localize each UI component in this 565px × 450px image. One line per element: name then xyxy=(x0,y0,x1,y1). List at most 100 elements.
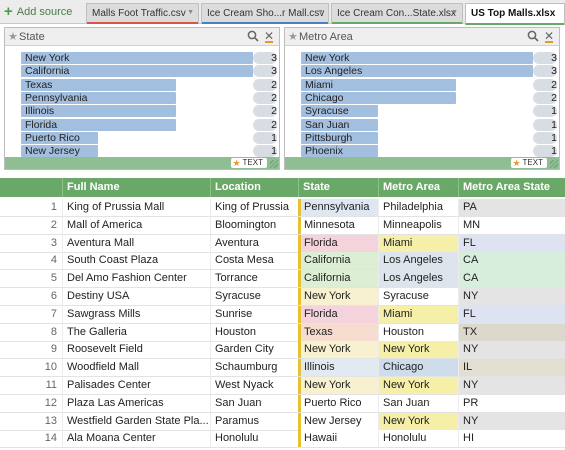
cell-location[interactable]: West Nyack xyxy=(210,377,298,394)
filter-value-item[interactable]: New York 3 xyxy=(21,52,279,65)
search-icon[interactable] xyxy=(247,30,259,42)
cell-state[interactable]: Illinois xyxy=(298,359,378,377)
table-row[interactable]: 6 Destiny USA Syracuse New York Syracuse NY xyxy=(0,288,565,306)
tab-ice-cream-consumption[interactable]: Ice Cream Con...State.xlsx ▼ xyxy=(331,3,463,24)
cell-location[interactable]: King of Prussia xyxy=(210,199,298,216)
cell-location[interactable]: Schaumburg xyxy=(210,359,298,377)
cell-metro-area-state[interactable]: NY xyxy=(458,412,565,430)
filter-value-item[interactable]: Los Angeles 3 xyxy=(301,65,559,78)
cell-state[interactable]: Florida xyxy=(298,234,378,252)
filter-value-item[interactable]: Puerto Rico 1 xyxy=(21,131,279,145)
cell-metro-area-state[interactable]: NY xyxy=(458,377,565,394)
table-row[interactable]: 14 Ala Moana Center Honolulu Hawaii Honolulu… xyxy=(0,430,565,449)
table-row[interactable]: 7 Sawgrass Mills Sunrise Florida Miami FL xyxy=(0,305,565,324)
cell-location[interactable]: Paramus xyxy=(210,412,298,430)
cell-metro-area-state[interactable]: IL xyxy=(458,359,565,377)
cell-full-name[interactable]: South Coast Plaza xyxy=(62,252,210,270)
filter-value-item[interactable]: New York 3 xyxy=(301,52,559,65)
cell-location[interactable]: Costa Mesa xyxy=(210,252,298,270)
column-header-full-name[interactable]: Full Name xyxy=(62,178,210,197)
cell-location[interactable]: Torrance xyxy=(210,270,298,288)
table-row[interactable]: 12 Plaza Las Americas San Juan Puerto Rico S… xyxy=(0,394,565,413)
cell-full-name[interactable]: Plaza Las Americas xyxy=(62,394,210,412)
star-icon[interactable]: ★ xyxy=(8,31,18,43)
cell-state[interactable]: New York xyxy=(298,377,378,394)
filter-value-item[interactable]: Florida 2 xyxy=(21,118,279,132)
add-source-button[interactable]: + Add source xyxy=(4,3,84,21)
cell-metro-area-state[interactable]: TX xyxy=(458,323,565,341)
cell-metro-area-state[interactable]: NY xyxy=(458,288,565,305)
cell-metro-area[interactable]: New York xyxy=(378,377,458,394)
tab-menu-caret-icon[interactable]: ▼ xyxy=(317,9,324,16)
cell-metro-area[interactable]: New York xyxy=(378,412,458,430)
text-type-button[interactable]: ★ TEXT xyxy=(230,158,267,168)
table-row[interactable]: 3 Aventura Mall Aventura Florida Miami FL xyxy=(0,234,565,253)
close-icon[interactable]: ✕ xyxy=(263,29,274,43)
table-row[interactable]: 8 The Galleria Houston Texas Houston TX xyxy=(0,323,565,342)
cell-location[interactable]: Garden City xyxy=(210,341,298,359)
sort-icon[interactable] xyxy=(545,41,553,45)
cell-full-name[interactable]: Del Amo Fashion Center xyxy=(62,270,210,288)
cell-state[interactable]: Florida xyxy=(298,305,378,323)
cell-metro-area-state[interactable]: CA xyxy=(458,270,565,288)
cell-location[interactable]: Aventura xyxy=(210,234,298,252)
filter-value-item[interactable]: Pennsylvania 2 xyxy=(21,91,279,105)
filter-value-item[interactable]: Chicago 2 xyxy=(301,91,559,105)
cell-state[interactable]: Pennsylvania xyxy=(298,199,378,216)
cell-metro-area-state[interactable]: CA xyxy=(458,252,565,270)
cell-metro-area[interactable]: Philadelphia xyxy=(378,199,458,216)
cell-state[interactable]: California xyxy=(298,252,378,270)
cell-full-name[interactable]: Westfield Garden State Pla... xyxy=(62,412,210,430)
table-row[interactable]: 4 South Coast Plaza Costa Mesa California Lo… xyxy=(0,252,565,271)
cell-metro-area[interactable]: Minneapolis xyxy=(378,216,458,234)
table-row[interactable]: 11 Palisades Center West Nyack New York New … xyxy=(0,377,565,395)
filter-value-item[interactable]: Syracuse 1 xyxy=(301,105,559,118)
column-header-location[interactable]: Location xyxy=(210,178,298,197)
cell-state[interactable]: California xyxy=(298,270,378,288)
filter-value-item[interactable]: New Jersey 1 xyxy=(21,145,279,158)
cell-full-name[interactable]: Destiny USA xyxy=(62,288,210,305)
cell-metro-area[interactable]: Miami xyxy=(378,234,458,252)
cell-state[interactable]: New York xyxy=(298,341,378,359)
filter-value-item[interactable]: San Juan 1 xyxy=(301,118,559,132)
table-row[interactable]: 10 Woodfield Mall Schaumburg Illinois Chicag… xyxy=(0,359,565,378)
cell-location[interactable]: Bloomington xyxy=(210,216,298,234)
table-row[interactable]: 5 Del Amo Fashion Center Torrance Californi… xyxy=(0,270,565,289)
cell-state[interactable]: Hawaii xyxy=(298,430,378,448)
cell-full-name[interactable]: Aventura Mall xyxy=(62,234,210,252)
cell-metro-area[interactable]: Syracuse xyxy=(378,288,458,305)
tab-menu-caret-icon[interactable]: ▼ xyxy=(187,9,194,16)
cell-metro-area[interactable]: Los Angeles xyxy=(378,270,458,288)
sort-icon[interactable] xyxy=(265,41,273,45)
filter-value-item[interactable]: Illinois 2 xyxy=(21,105,279,118)
table-row[interactable]: 13 Westfield Garden State Pla... Paramus Ne… xyxy=(0,412,565,431)
close-icon[interactable]: ✕ xyxy=(543,29,554,43)
cell-full-name[interactable]: The Galleria xyxy=(62,323,210,341)
cell-metro-area-state[interactable]: FL xyxy=(458,234,565,252)
table-row[interactable]: 2 Mall of America Bloomington Minnesota Minn… xyxy=(0,216,565,235)
cell-metro-area[interactable]: Chicago xyxy=(378,359,458,377)
tab-us-top-malls[interactable]: US Top Malls.xlsx xyxy=(465,3,565,25)
cell-full-name[interactable]: Palisades Center xyxy=(62,377,210,394)
cell-full-name[interactable]: Woodfield Mall xyxy=(62,359,210,377)
cell-state[interactable]: Minnesota xyxy=(298,216,378,234)
cell-metro-area-state[interactable]: PA xyxy=(458,199,565,216)
tab-ice-cream-shops[interactable]: Ice Cream Sho...r Mall.csv ▼ xyxy=(201,3,329,24)
cell-metro-area[interactable]: Los Angeles xyxy=(378,252,458,270)
column-header-state[interactable]: State xyxy=(298,178,378,197)
cell-state[interactable]: New Jersey xyxy=(298,412,378,430)
filter-value-item[interactable]: Pittsburgh 1 xyxy=(301,131,559,145)
search-icon[interactable] xyxy=(527,30,539,42)
cell-metro-area-state[interactable]: FL xyxy=(458,305,565,323)
cell-metro-area[interactable]: New York xyxy=(378,341,458,359)
cell-metro-area-state[interactable]: HI xyxy=(458,430,565,448)
column-header-metro-area[interactable]: Metro Area xyxy=(378,178,458,197)
filter-value-item[interactable]: Miami 2 xyxy=(301,78,559,92)
table-row[interactable]: 1 King of Prussia Mall King of Prussia Penn… xyxy=(0,199,565,217)
star-icon[interactable]: ★ xyxy=(288,31,298,43)
cell-location[interactable]: Sunrise xyxy=(210,305,298,323)
text-type-button[interactable]: ★ TEXT xyxy=(510,158,547,168)
filter-value-item[interactable]: Texas 2 xyxy=(21,78,279,92)
column-header-metro-area-state[interactable]: Metro Area State xyxy=(458,178,565,197)
cell-state[interactable]: Puerto Rico xyxy=(298,394,378,412)
